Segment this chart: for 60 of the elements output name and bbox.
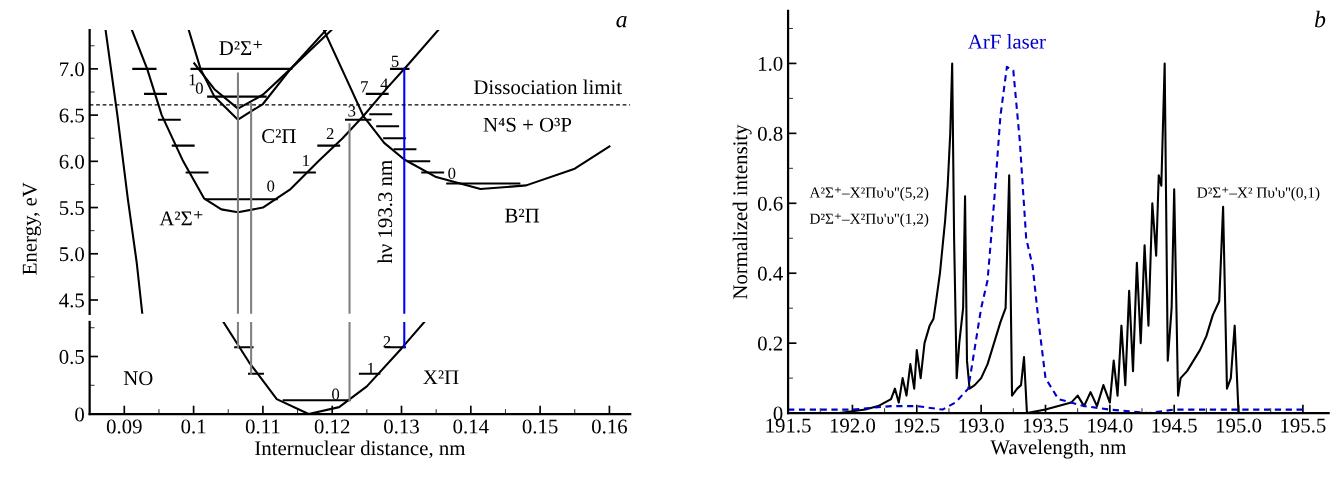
- x-tick-label: 194.5: [1152, 418, 1197, 433]
- y-tick-label: 0.4: [757, 266, 783, 281]
- annotation: 3: [348, 105, 356, 117]
- annotation: 0: [267, 180, 275, 192]
- y-tick-label: 5.5: [59, 201, 84, 216]
- x-tick-label: 194.0: [1088, 418, 1133, 433]
- annotation: 0: [332, 388, 340, 400]
- y-tick-label: 0.2: [757, 336, 783, 351]
- y-tick-label: 6.0: [59, 154, 84, 169]
- annotation: 0: [195, 82, 203, 94]
- x-axis-title: Wavelength, nm: [990, 439, 1127, 459]
- annotation: A²Σ⁺–X²Πυ'υ''(5,2): [809, 187, 929, 201]
- annotation: 7: [361, 81, 368, 93]
- ref-line-label: Dissociation limit: [473, 79, 622, 95]
- text: a: [616, 16, 627, 28]
- annotation: X²Π: [423, 370, 459, 385]
- annotation: b: [1315, 10, 1326, 28]
- y-tick-label: 7.0: [60, 62, 84, 77]
- x-tick-label: 0.11: [245, 419, 280, 434]
- y-tick-label: 0: [75, 407, 84, 422]
- x-tick-label: 0.09: [106, 419, 142, 434]
- annotation: NO: [123, 371, 153, 386]
- x-tick-label: 0.15: [522, 419, 558, 434]
- annotation: D²Σ⁺: [219, 40, 262, 55]
- x-tick-label: 0.12: [314, 419, 350, 434]
- annotation: 1: [303, 155, 310, 167]
- y-tick-label: 0.6: [757, 196, 783, 211]
- y-tick-label: 6.5: [59, 108, 84, 123]
- y-tick-label: 5.0: [59, 247, 84, 262]
- x-tick-label: 193.0: [959, 418, 1004, 433]
- x-axis-title: Internuclear distance, nm: [255, 440, 466, 459]
- annotation: hν 193.3 nm: [377, 160, 393, 264]
- x-tick-label: 0.13: [384, 419, 419, 434]
- annotation: 4: [380, 78, 389, 90]
- annotation: N⁴S + O³P: [483, 117, 572, 132]
- annotation: 0: [448, 167, 456, 179]
- annotation: 1: [189, 74, 196, 86]
- annotation: 5: [391, 55, 399, 67]
- x-tick-label: 193.5: [1023, 418, 1069, 433]
- annotation: D²Σ⁺–X²Πυ'υ''(1,2): [809, 213, 929, 227]
- x-tick-label: 0.16: [591, 419, 628, 434]
- annotation: D²Σ⁺–X² Πυ'υ''(0,1): [1197, 187, 1320, 201]
- x-tick-label: 0.14: [453, 419, 489, 434]
- y-axis-title: Energy, eV: [22, 182, 41, 275]
- y-tick-label: 0.8: [757, 126, 783, 141]
- x-tick-label: 192.5: [895, 418, 940, 433]
- x-tick-label: 195.0: [1216, 418, 1262, 433]
- x-tick-label: 0.1: [181, 419, 206, 434]
- y-tick-label: 0.5: [59, 349, 84, 365]
- y-tick-label: 4.5: [59, 293, 84, 308]
- y-axis-title: Normalized intensity: [732, 124, 752, 300]
- series-label: ArF laser: [968, 34, 1046, 49]
- annotation: 2: [383, 336, 391, 348]
- y-tick-label: 1.0: [759, 56, 783, 71]
- x-tick-label: 192.0: [830, 418, 876, 433]
- annotation: A²Σ⁺: [159, 211, 203, 226]
- x-tick-label: 195.5: [1281, 418, 1326, 433]
- annotation: B²Π: [505, 208, 540, 223]
- annotation: 2: [326, 128, 334, 140]
- annotation: C²Π: [262, 129, 296, 144]
